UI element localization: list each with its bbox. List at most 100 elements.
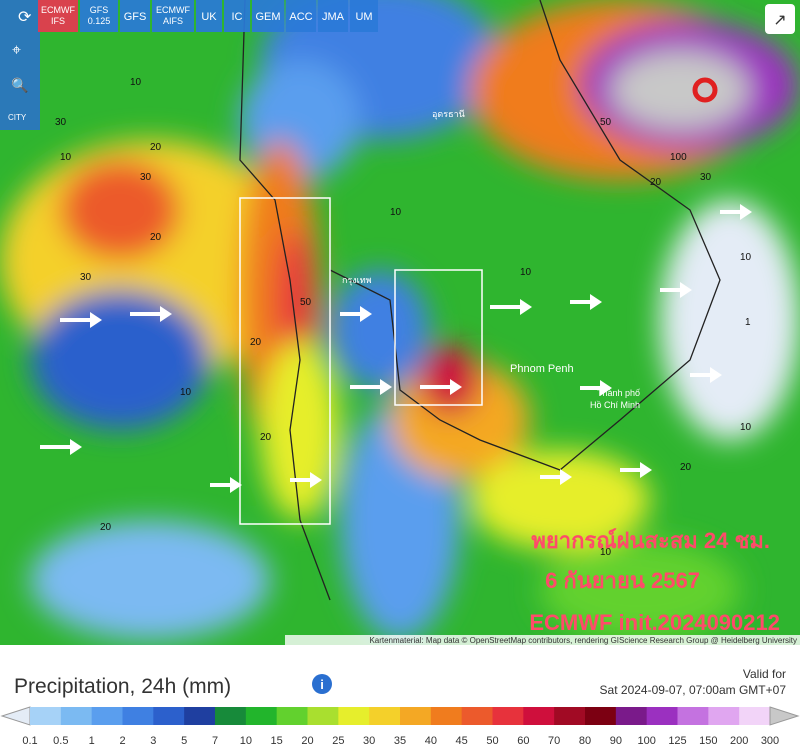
place-label: Hồ Chí Minh bbox=[590, 400, 640, 410]
contour-label: 10 bbox=[600, 547, 612, 558]
model-button[interactable] bbox=[38, 0, 78, 32]
colorbar-swatch bbox=[91, 707, 123, 725]
colorbar-label: 125 bbox=[668, 735, 686, 747]
colorbar-swatch bbox=[245, 707, 278, 725]
colorbar-label: 7 bbox=[212, 735, 218, 747]
colorbar-swatch bbox=[585, 707, 617, 725]
city-toggle[interactable]: CITY bbox=[8, 113, 27, 122]
refresh-icon[interactable]: ⟳ bbox=[18, 9, 32, 26]
zoom-icon[interactable]: 🔍 bbox=[11, 76, 28, 94]
colorbar-swatch bbox=[307, 707, 339, 725]
contour-label: 20 bbox=[250, 337, 262, 348]
overlay-date: 6 กันยายน 2567 bbox=[545, 568, 700, 593]
model-label: GEM bbox=[255, 11, 280, 23]
contour-label: 10 bbox=[520, 267, 532, 278]
contour-label: 30 bbox=[55, 117, 67, 128]
contour-label: 1 bbox=[745, 317, 751, 328]
colorbar-swatch bbox=[369, 707, 401, 725]
model-bar: ECMWF IFS GFS 0.125 GFS ECMWF AIFS UK IC GEM ACC JM… bbox=[0, 0, 795, 130]
contour-label: 10 bbox=[180, 387, 192, 398]
model-button[interactable] bbox=[224, 0, 250, 32]
colorbar-swatch bbox=[215, 707, 247, 725]
valid-time: Sat 2024-09-07, 07:00am GMT+07 bbox=[600, 683, 787, 697]
share-button[interactable] bbox=[765, 4, 795, 34]
colorbar-swatch bbox=[708, 707, 740, 725]
model-button[interactable] bbox=[152, 0, 194, 32]
colorbar-label: 35 bbox=[394, 735, 406, 747]
model-button[interactable] bbox=[120, 0, 150, 32]
colorbar-label: 0.5 bbox=[53, 735, 68, 747]
colorbar-label: 90 bbox=[610, 735, 622, 747]
colorbar-swatch bbox=[739, 707, 771, 725]
model-button[interactable] bbox=[318, 0, 348, 32]
colorbar-swatch bbox=[276, 707, 308, 725]
colorbar-label: 5 bbox=[181, 735, 187, 747]
valid-label: Valid for bbox=[743, 667, 786, 681]
colorbar-swatch bbox=[184, 707, 216, 725]
colorbar-swatch bbox=[523, 707, 555, 725]
contour-label: 20 bbox=[100, 522, 112, 533]
contour-label: 20 bbox=[260, 432, 272, 443]
contour-label: 30 bbox=[140, 172, 152, 183]
coastline bbox=[239, 0, 721, 601]
contour-label: 10 bbox=[130, 77, 142, 88]
info-icon: i bbox=[320, 677, 324, 692]
attribution-bg bbox=[285, 635, 800, 645]
colorbar-swatch bbox=[677, 707, 709, 725]
overlay-text: พยากรณ์ฝนสะสม 24 ชม. 6 กันยายน 2567 ECMW… bbox=[529, 528, 780, 635]
model-label: JMA bbox=[322, 11, 345, 23]
contour-label: 20 bbox=[680, 462, 692, 473]
colorbar-swatch bbox=[554, 707, 586, 725]
model-label: GFS bbox=[124, 11, 147, 23]
colorbar-label: 200 bbox=[730, 735, 748, 747]
colorbar-label: 150 bbox=[699, 735, 717, 747]
colorbar: 0.1 0.5 1 2 3 5 7 10 15 20 25 30 35 40 45 50 60 70 80 90 100… bbox=[0, 706, 800, 747]
colorbar-label: 3 bbox=[150, 735, 156, 747]
colorbar-label: 2 bbox=[119, 735, 125, 747]
model-button[interactable] bbox=[80, 0, 118, 32]
legend-bg bbox=[0, 645, 800, 748]
colorbar-label: 300 bbox=[761, 735, 779, 747]
contour-label: 50 bbox=[300, 297, 312, 308]
colorbar-swatch bbox=[60, 707, 93, 725]
contour-label: 30 bbox=[700, 172, 712, 183]
contour-label: 30 bbox=[80, 272, 92, 283]
colorbar-label: 0.1 bbox=[22, 735, 37, 747]
colorbar-swatch bbox=[400, 707, 432, 725]
colorbar-label: 40 bbox=[425, 735, 437, 747]
model-label: GFS 0.125 bbox=[88, 5, 111, 26]
colorbar-label: 70 bbox=[548, 735, 560, 747]
place-label: Phnom Penh bbox=[510, 363, 574, 375]
colorbar-label: 100 bbox=[637, 735, 655, 747]
model-label: ECMWF AIFS bbox=[156, 5, 190, 26]
model-button[interactable] bbox=[252, 0, 284, 32]
precip-field bbox=[0, 0, 800, 640]
contour-label: 10 bbox=[390, 207, 402, 218]
wind-arrows bbox=[40, 204, 752, 493]
colorbar-swatch bbox=[430, 707, 463, 725]
colorbar-arrow bbox=[769, 706, 800, 726]
colorbar-label: 15 bbox=[271, 735, 283, 747]
colorbar-label: 80 bbox=[579, 735, 591, 747]
location-icon[interactable]: ⌖ bbox=[12, 42, 21, 59]
colorbar-label: 25 bbox=[332, 735, 344, 747]
contour-label: 20 bbox=[650, 177, 662, 188]
contour-label: 10 bbox=[740, 422, 752, 433]
colorbar-label: 30 bbox=[363, 735, 375, 747]
share-icon: ↗ bbox=[773, 12, 786, 29]
model-label: UM bbox=[355, 11, 372, 23]
colorbar-label: 45 bbox=[456, 735, 468, 747]
model-label: IC bbox=[232, 11, 243, 23]
overlay-title: พยากรณ์ฝนสะสม 24 ชม. bbox=[531, 528, 770, 553]
place-label: Thành phố bbox=[597, 388, 640, 398]
place-labels: Phnom Penh Thành phố Hồ Chí Minh กรุงเทพ อุด… bbox=[342, 109, 640, 410]
contour-label: 10 bbox=[60, 152, 72, 163]
model-button[interactable] bbox=[196, 0, 222, 32]
map[interactable]: 10 20 30 10 20 30 50 20 10 20 30 10 10 20 100 50 30 10 20 1… bbox=[0, 0, 800, 645]
colorbar-swatch bbox=[30, 707, 62, 725]
model-button[interactable] bbox=[350, 0, 378, 32]
model-button[interactable] bbox=[286, 0, 316, 32]
storm-icon bbox=[692, 77, 718, 103]
info-button[interactable] bbox=[312, 674, 332, 694]
